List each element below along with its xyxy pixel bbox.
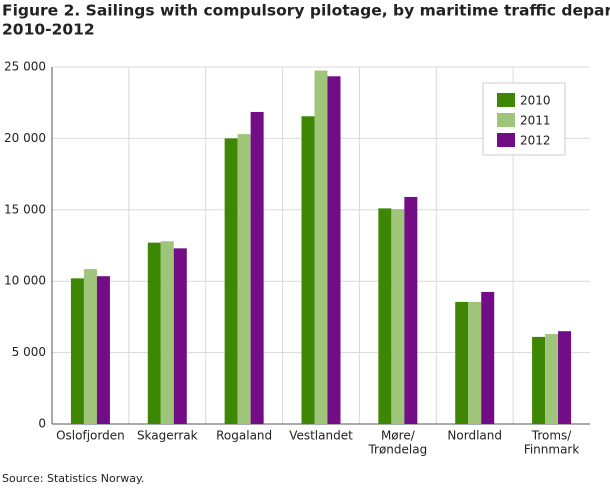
- bar: [160, 241, 174, 424]
- bar: [532, 336, 546, 424]
- bar: [96, 276, 110, 424]
- y-tick-label: 20 000: [4, 131, 46, 145]
- bar: [455, 301, 469, 424]
- bar: [83, 269, 97, 424]
- y-tick-label: 10 000: [4, 274, 46, 288]
- chart-title: 2010-2012: [2, 21, 95, 39]
- x-tick-label: Troms/: [531, 429, 573, 443]
- bar: [468, 301, 482, 424]
- x-tick-label: Oslofjorden: [56, 429, 125, 443]
- bar: [70, 278, 84, 424]
- bar: [481, 291, 495, 424]
- bar: [545, 334, 559, 424]
- bar: [173, 248, 187, 424]
- bar: [404, 196, 418, 424]
- bar: [327, 76, 341, 425]
- legend-swatch: [497, 113, 515, 127]
- legend-label: 2012: [520, 134, 551, 148]
- bar: [237, 134, 251, 424]
- bar: [378, 208, 392, 424]
- x-tick-label: Finnmark: [524, 443, 580, 457]
- legend-swatch: [497, 93, 515, 107]
- bar: [301, 116, 315, 425]
- y-tick-label: 15 000: [4, 202, 46, 216]
- x-tick-label: Møre/: [381, 429, 416, 443]
- y-tick-label: 0: [38, 417, 46, 431]
- legend-label: 2011: [520, 114, 551, 128]
- bar: [391, 209, 405, 424]
- chart-title: Figure 2. Sailings with compulsory pilot…: [2, 2, 610, 20]
- x-tick-label: Nordland: [447, 429, 502, 443]
- y-tick-label: 25 000: [4, 60, 46, 74]
- legend-label: 2010: [520, 94, 551, 108]
- x-tick-label: Trøndelag: [367, 443, 427, 457]
- legend-box: [482, 82, 566, 156]
- bar: [558, 331, 572, 424]
- bar: [224, 138, 238, 424]
- x-tick-label: Vestlandet: [289, 429, 353, 443]
- bar: [147, 242, 161, 424]
- x-tick-label: Skagerrak: [137, 429, 198, 443]
- bar: [250, 111, 264, 425]
- x-tick-label: Rogaland: [216, 429, 272, 443]
- legend-swatch: [497, 133, 515, 147]
- source: Source: Statistics Norway.: [2, 472, 144, 485]
- y-tick-label: 5 000: [12, 345, 46, 359]
- bar: [314, 70, 328, 424]
